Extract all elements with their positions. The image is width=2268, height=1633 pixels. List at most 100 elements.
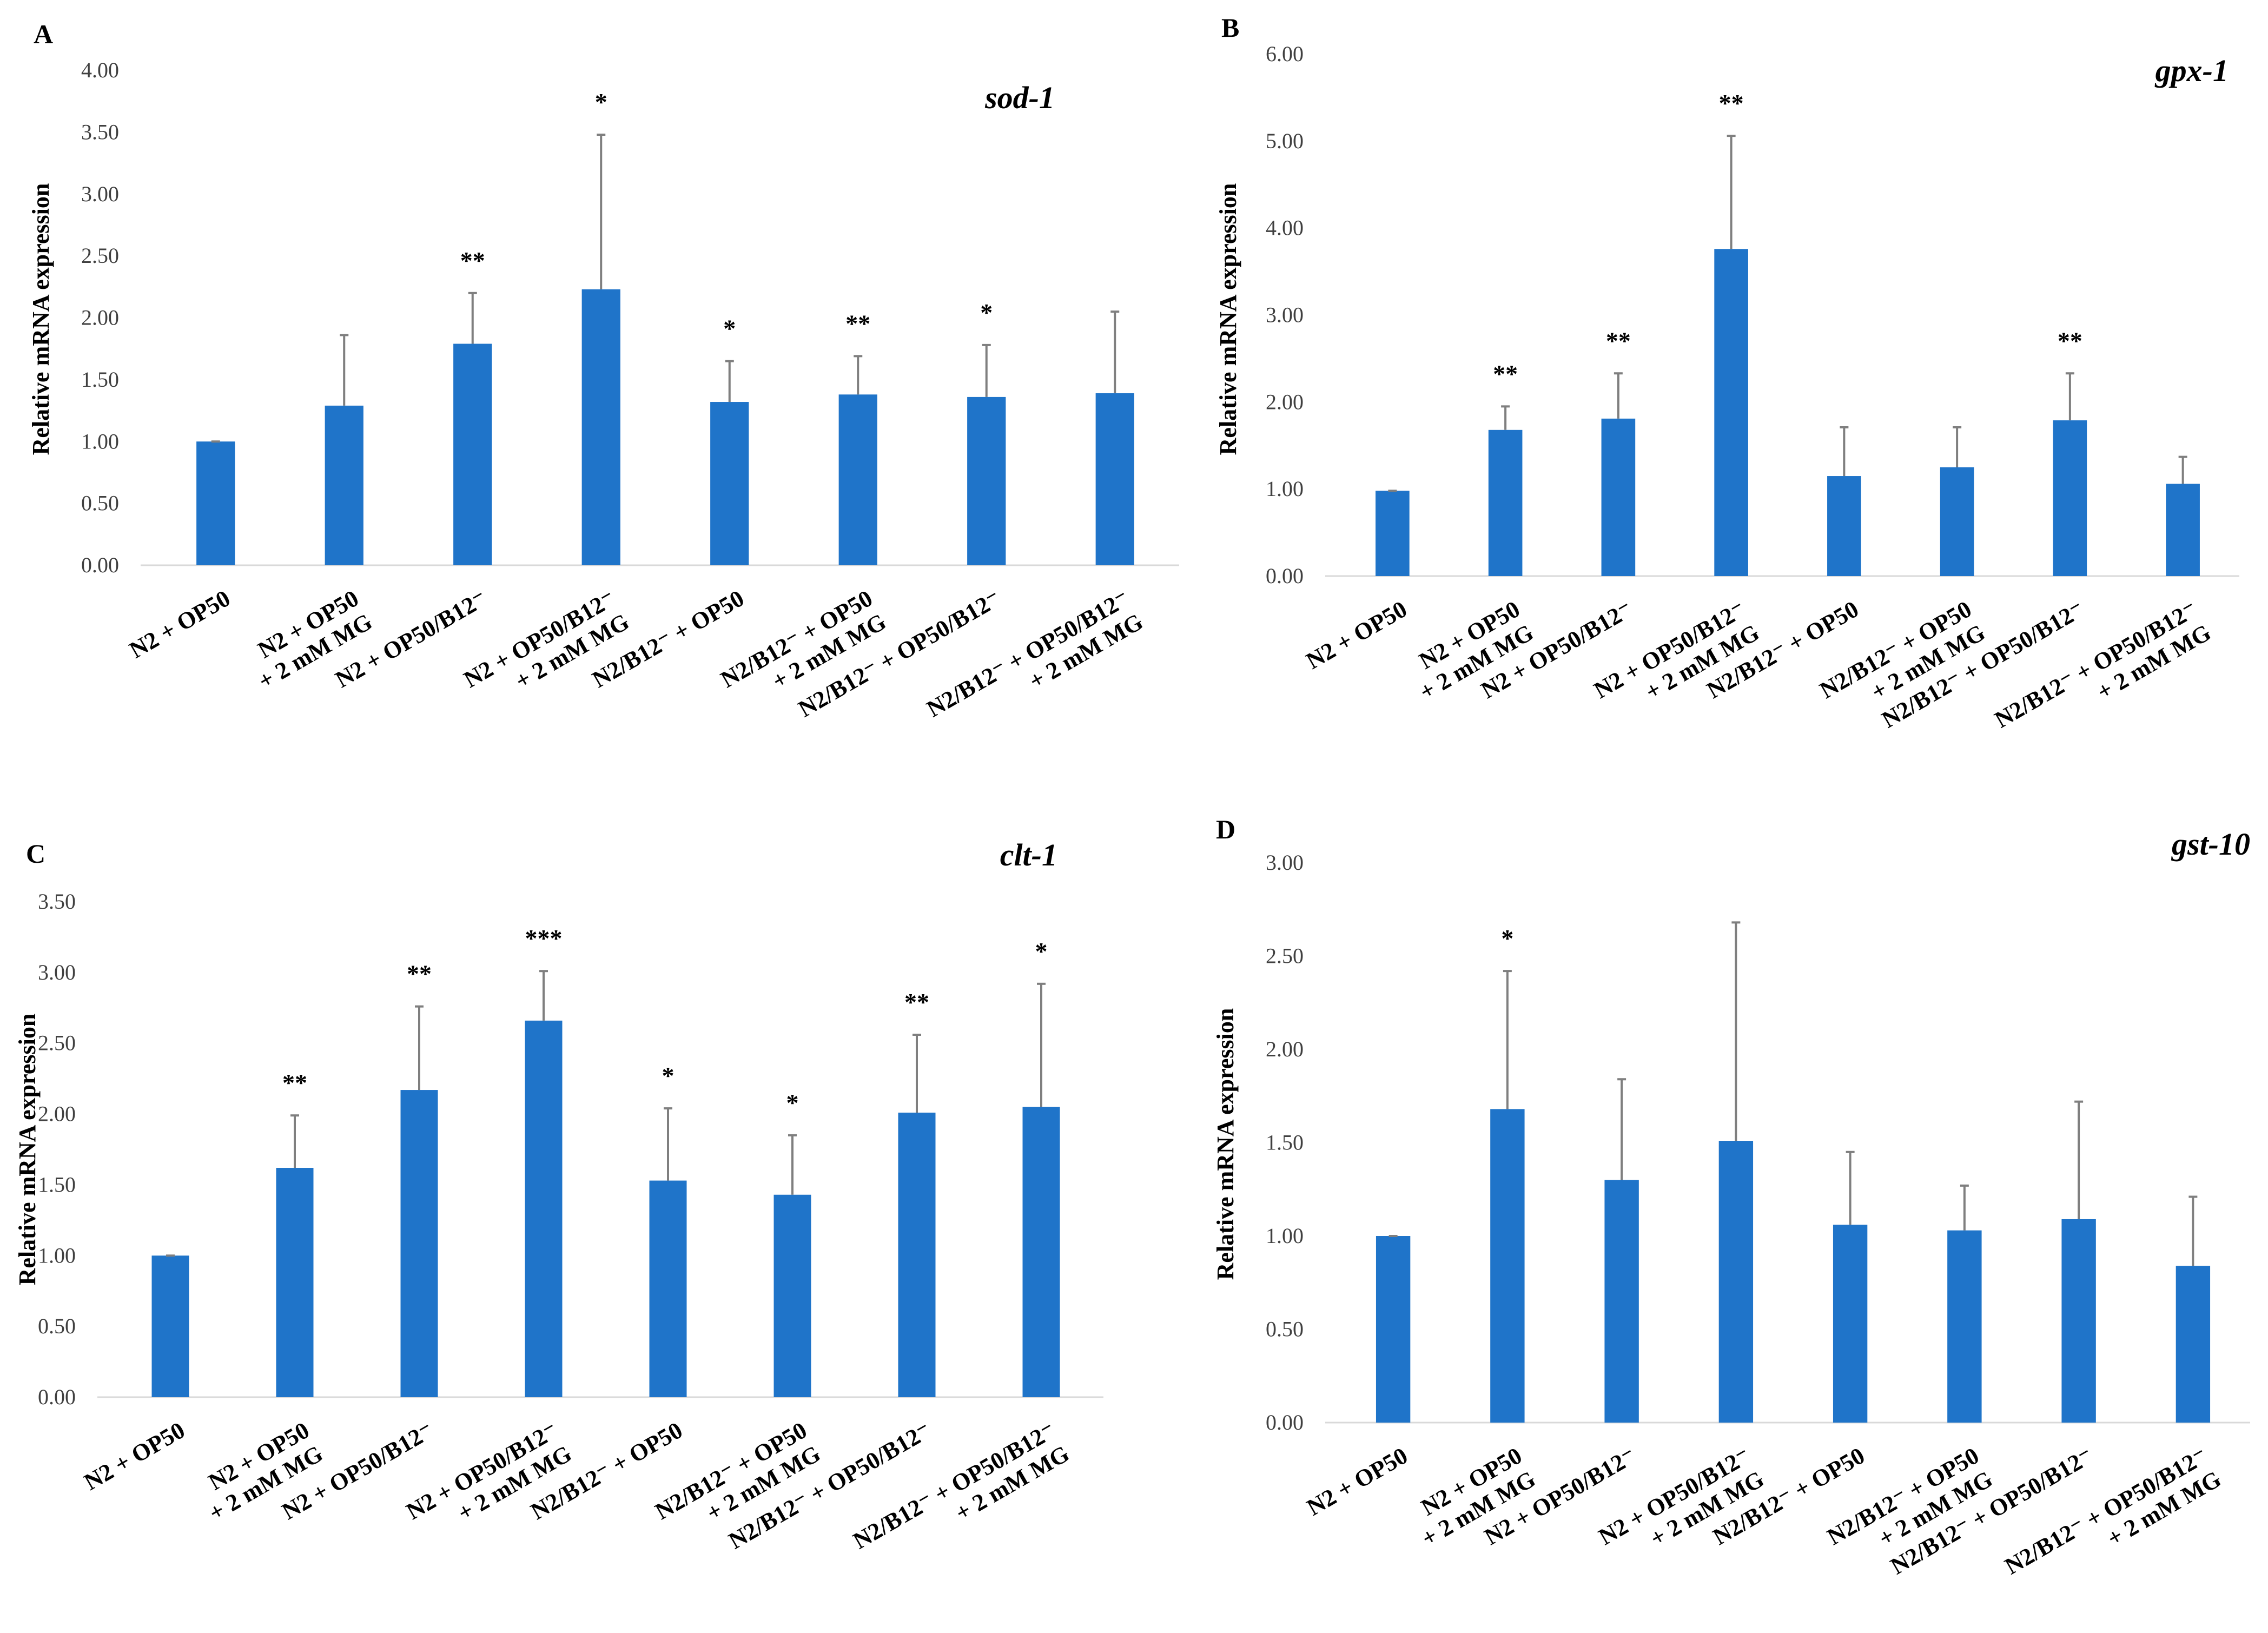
- gene-label: sod-1: [984, 80, 1055, 115]
- category-label: N2 + OP50: [125, 585, 235, 663]
- bar: [1947, 1230, 1982, 1423]
- panel-letter: B: [1221, 12, 1239, 43]
- y-tick-label: 1.00: [1266, 1224, 1304, 1248]
- y-tick-label: 2.00: [81, 306, 119, 330]
- bar: [1376, 491, 1410, 576]
- significance-label: *: [595, 88, 607, 116]
- category-label-line: N2 + OP50: [1302, 596, 1412, 674]
- significance-label: **: [407, 960, 432, 988]
- y-tick-label: 1.00: [38, 1243, 76, 1267]
- bar: [967, 396, 1006, 565]
- category-label: N2 + OP50+ 2 mM MG: [1401, 596, 1538, 705]
- panel-letter: C: [26, 838, 45, 869]
- significance-label: **: [1606, 327, 1631, 354]
- significance-label: ***: [525, 924, 563, 952]
- significance-label: *: [1501, 924, 1513, 952]
- category-label: N2 + OP50: [1302, 1442, 1412, 1520]
- y-tick-label: 0.50: [1266, 1317, 1304, 1341]
- significance-label: **: [845, 309, 870, 337]
- significance-label: *: [786, 1089, 799, 1116]
- category-label-line: N2 + OP50: [1302, 1442, 1412, 1520]
- bar: [1022, 1107, 1060, 1397]
- y-axis-label: Relative mRNA expression: [14, 1014, 41, 1286]
- bar: [1490, 1109, 1525, 1423]
- category-label: N2/B12⁻ + OP50/B12⁻+ 2 mM MG: [2000, 1442, 2225, 1603]
- gene-label: clt-1: [1000, 837, 1057, 872]
- bar: [151, 1255, 189, 1397]
- bar: [2053, 420, 2087, 576]
- bar: [1601, 418, 1636, 576]
- panel-letter: D: [1216, 814, 1235, 844]
- category-label: N2 + OP50: [1302, 596, 1412, 674]
- y-tick-label: 2.50: [1266, 944, 1304, 968]
- bar: [1376, 1236, 1411, 1423]
- significance-label: *: [980, 299, 993, 326]
- bar: [2061, 1219, 2096, 1423]
- y-tick-label: 2.00: [1266, 389, 1304, 414]
- y-tick-label: 0.00: [38, 1385, 76, 1409]
- bar: [773, 1194, 811, 1397]
- bar: [649, 1180, 687, 1397]
- y-tick-label: 0.00: [1266, 564, 1304, 588]
- category-label: N2/B12⁻ + OP50/B12⁻+ 2 mM MG: [1990, 596, 2215, 757]
- y-tick-label: 3.00: [1266, 303, 1304, 327]
- significance-label: *: [1035, 937, 1048, 965]
- significance-label: *: [662, 1062, 675, 1089]
- bar: [400, 1090, 438, 1397]
- bar: [1833, 1225, 1868, 1423]
- bar: [1940, 467, 1974, 576]
- y-tick-label: 0.50: [38, 1314, 76, 1338]
- y-axis-label: Relative mRNA expression: [1215, 183, 1241, 455]
- y-tick-label: 1.50: [81, 367, 119, 392]
- y-tick-label: 1.50: [38, 1172, 76, 1196]
- significance-label: *: [723, 315, 736, 342]
- category-label-line: N2 + OP50: [80, 1417, 189, 1495]
- y-tick-label: 3.00: [38, 960, 76, 984]
- significance-label: **: [904, 988, 929, 1016]
- gene-label: gst-10: [2171, 827, 2250, 862]
- significance-label: **: [2058, 327, 2082, 354]
- y-tick-label: 4.00: [81, 58, 119, 82]
- category-label: N2 + OP50: [80, 1417, 189, 1495]
- y-tick-label: 3.50: [38, 889, 76, 914]
- y-tick-label: 4.00: [1266, 216, 1304, 240]
- bar: [898, 1112, 936, 1397]
- significance-label: **: [460, 247, 485, 274]
- bar: [453, 343, 492, 565]
- bar: [2176, 1266, 2211, 1423]
- bar: [2166, 484, 2200, 576]
- y-tick-label: 1.00: [81, 429, 119, 453]
- y-tick-label: 0.00: [1266, 1410, 1304, 1434]
- y-tick-label: 0.50: [81, 491, 119, 515]
- y-tick-label: 1.50: [1266, 1130, 1304, 1155]
- y-tick-label: 2.50: [38, 1031, 76, 1055]
- bar: [581, 289, 620, 565]
- category-label: N2 + OP50+ 2 mM MG: [1404, 1442, 1540, 1552]
- gene-label: gpx-1: [2154, 53, 2229, 88]
- significance-label: **: [282, 1069, 307, 1096]
- category-label-line: N2 + OP50: [125, 585, 235, 663]
- panel-letter: A: [34, 19, 53, 49]
- y-tick-label: 5.00: [1266, 129, 1304, 153]
- y-tick-label: 2.00: [38, 1102, 76, 1126]
- bar: [1827, 476, 1861, 576]
- y-tick-label: 3.00: [81, 182, 119, 206]
- y-tick-label: 2.00: [1266, 1037, 1304, 1061]
- bar: [525, 1020, 563, 1397]
- y-axis-label: Relative mRNA expression: [28, 183, 54, 455]
- bar: [276, 1168, 314, 1397]
- y-tick-label: 6.00: [1266, 42, 1304, 66]
- y-tick-label: 3.50: [81, 120, 119, 144]
- y-tick-label: 1.00: [1266, 477, 1304, 501]
- y-tick-label: 2.50: [81, 243, 119, 268]
- bar: [1604, 1180, 1639, 1423]
- bar: [1714, 249, 1748, 576]
- bar: [325, 405, 363, 565]
- y-tick-label: 3.00: [1266, 850, 1304, 875]
- y-tick-label: 0.00: [81, 553, 119, 577]
